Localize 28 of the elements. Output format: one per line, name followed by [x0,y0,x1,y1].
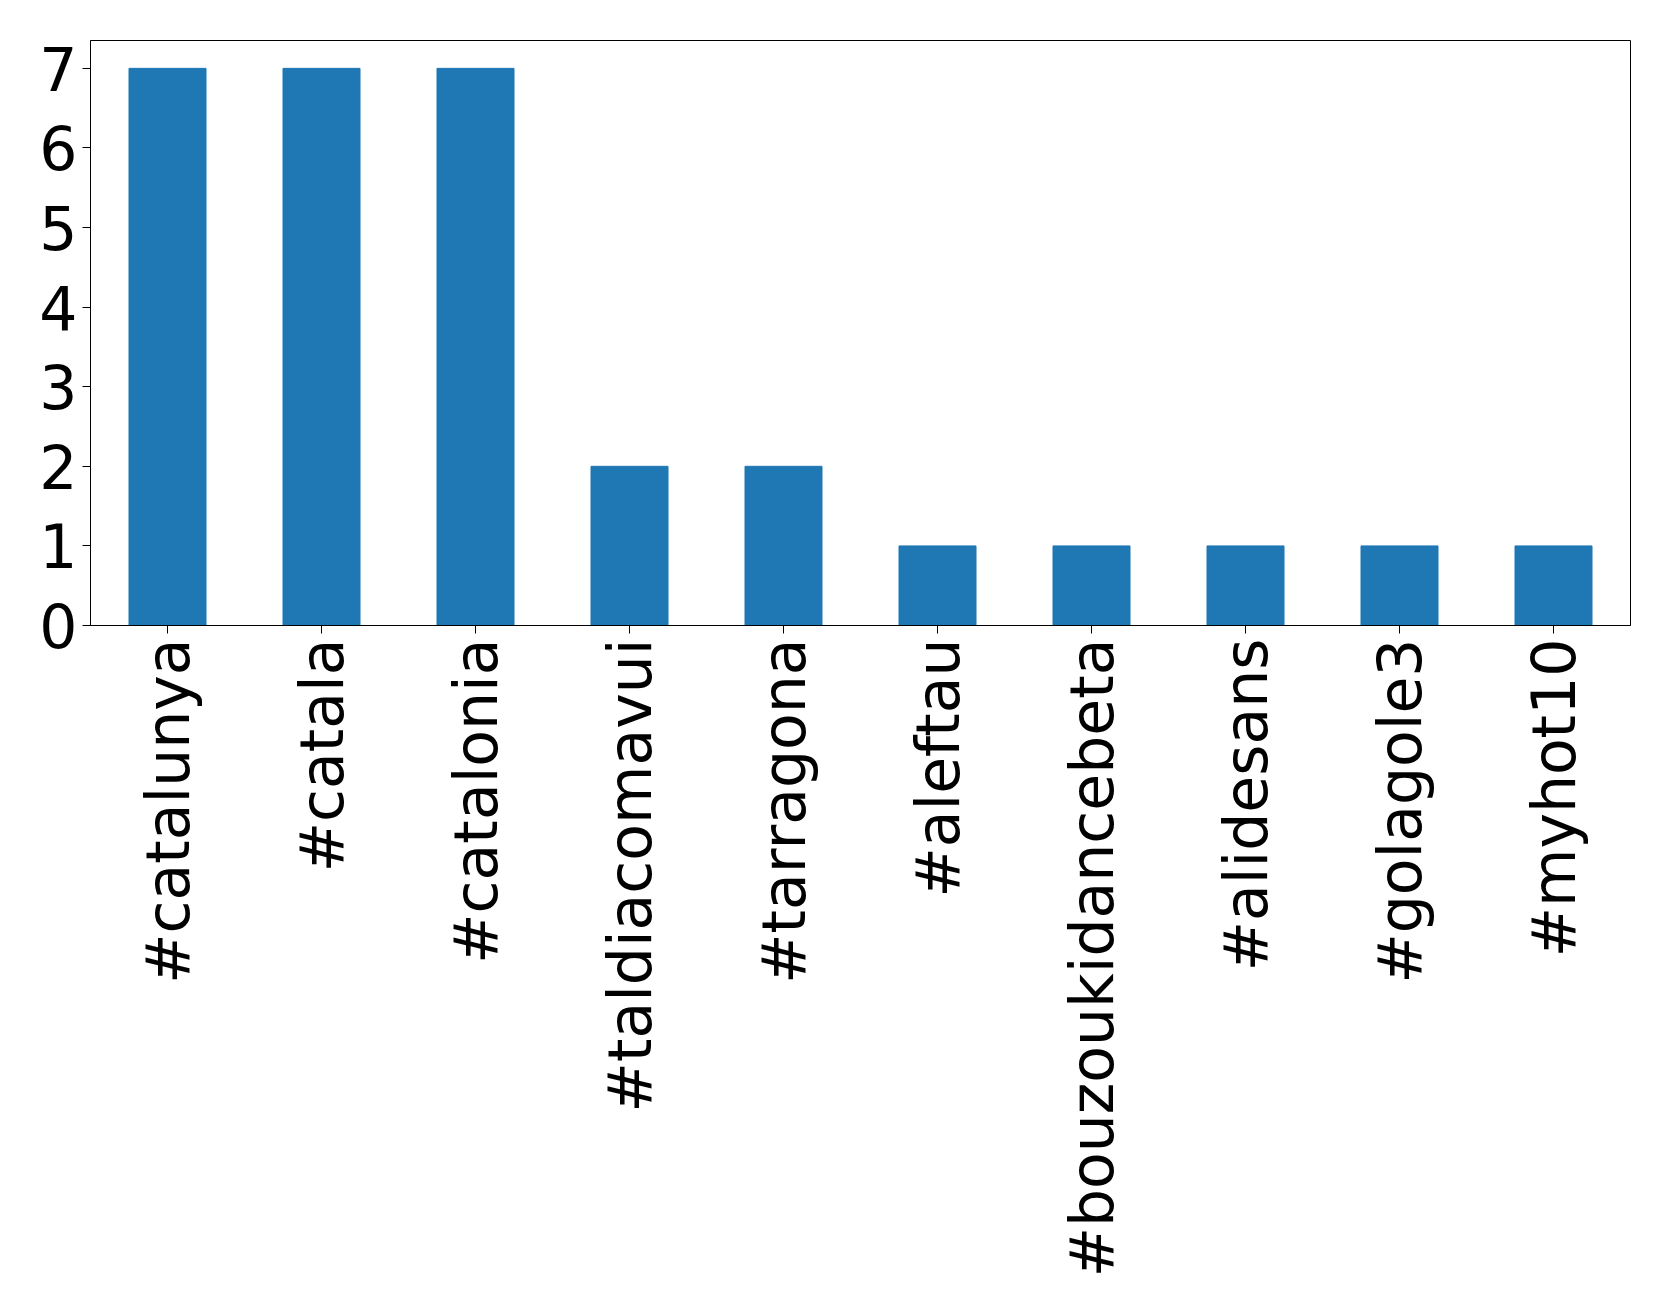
x-tick-label: #catalonia [440,638,511,964]
y-tick-label: 4 [39,273,78,344]
bar [1360,545,1439,626]
bar [590,465,669,626]
x-tick-label: #myhot10 [1518,638,1589,958]
bar [1052,545,1131,626]
bar [282,67,361,626]
y-tick-label: 2 [39,432,78,503]
x-tick-label: #catala [286,638,357,873]
x-tick-label: #tarragona [748,638,819,984]
x-tick-label: #catalunya [132,638,203,984]
y-tick-label: 6 [39,114,78,185]
bar [1206,545,1285,626]
x-tick-label: #golagole3 [1364,638,1435,984]
bar [898,545,977,626]
bar [436,67,515,626]
bar [744,465,823,626]
y-tick-label: 0 [39,592,78,662]
bar [1514,545,1593,626]
x-tick-label: #aleftau [902,638,973,898]
x-tick-label: #bouzoukidancebeta [1056,638,1127,1278]
x-tick-label: #alidesans [1210,638,1281,972]
y-tick-label: 7 [39,34,78,105]
y-tick-label: 3 [39,353,78,424]
y-tick-label: 5 [39,194,78,265]
bar [128,67,207,626]
y-tick-label: 1 [39,512,78,583]
x-tick-label: #taldiacomavui [594,638,665,1113]
